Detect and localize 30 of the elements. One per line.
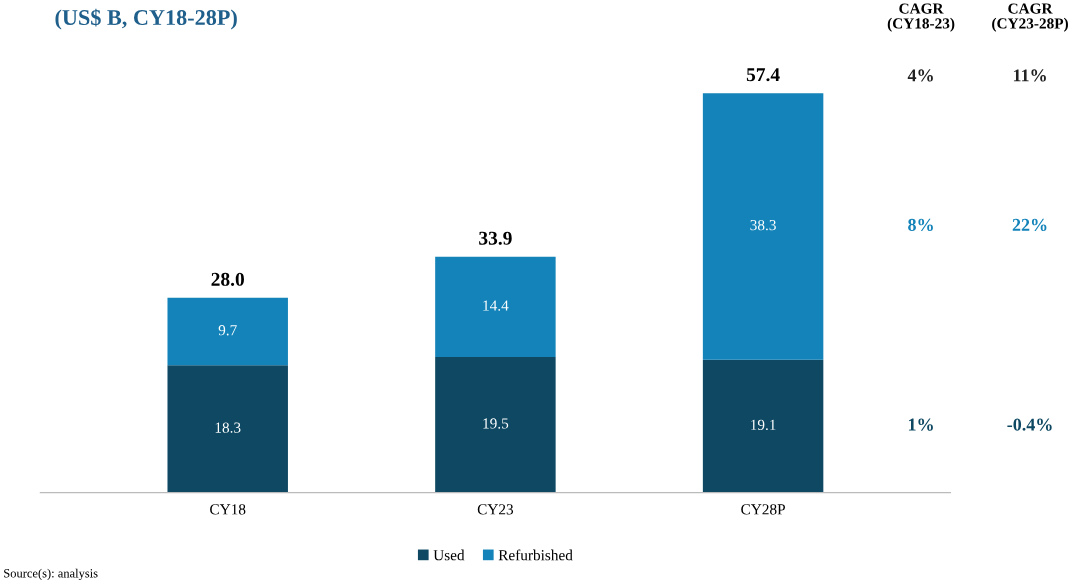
bar [435, 256, 556, 357]
legend-label: Refurbished [498, 549, 573, 561]
annotation: 1% [908, 418, 933, 431]
text: 4% [907, 69, 933, 82]
annotation: 8% [908, 218, 933, 232]
data-label: 19.5 [483, 418, 509, 429]
data-label: 38.3 [750, 219, 776, 231]
data-label: 19.1 [751, 419, 776, 431]
data-label: 18.3 [215, 422, 241, 433]
bar [167, 297, 288, 366]
source-note: Source(s): analysis [4, 568, 98, 581]
bar [702, 359, 824, 493]
bar [167, 365, 288, 493]
text: CAGR (CY18-23) [887, 3, 955, 32]
x-tick-label: CY18 [210, 504, 246, 515]
x-tick-label: CY28P [741, 504, 785, 515]
chart-title: (US$ B, CY18-28P) [55, 8, 237, 30]
text: 22% [1012, 218, 1047, 232]
total-label: 28.0 [211, 272, 244, 286]
bar [435, 356, 556, 493]
text: 11% [1013, 69, 1046, 82]
total-label: 33.9 [479, 231, 512, 245]
data-label: 9.7 [218, 325, 237, 336]
legend-label: Used [433, 549, 465, 561]
bar [702, 93, 824, 360]
text: CAGR (CY23-28P) [992, 3, 1068, 32]
text: -0.4% [1007, 418, 1052, 431]
data-label: 14.4 [483, 300, 509, 311]
x-tick-label: CY23 [477, 504, 514, 515]
total-label: 57.4 [746, 68, 780, 82]
